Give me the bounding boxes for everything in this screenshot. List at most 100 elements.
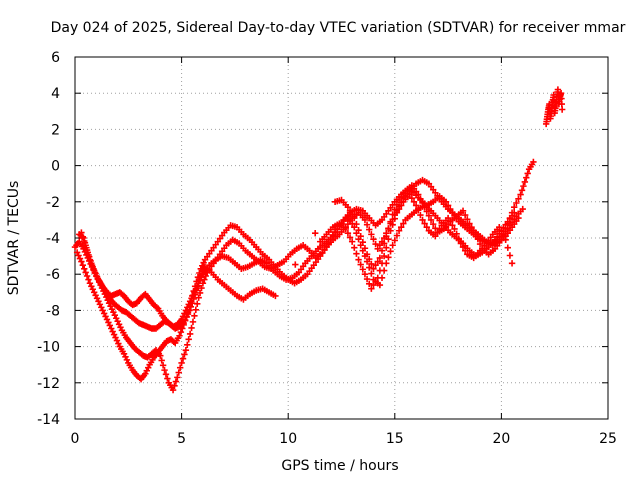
data-point — [172, 378, 180, 385]
data-point — [520, 182, 527, 190]
data-point — [162, 371, 170, 378]
data-point — [412, 202, 420, 209]
data-point — [191, 312, 198, 320]
data-point — [432, 232, 439, 240]
data-point — [502, 225, 509, 233]
data-point — [189, 318, 197, 326]
data-point — [461, 247, 469, 254]
data-point — [186, 330, 194, 338]
data-point — [82, 269, 89, 276]
data-point — [376, 254, 384, 262]
data-point — [194, 282, 202, 289]
data-point — [86, 256, 94, 263]
data-point — [370, 236, 377, 243]
x-tick-label: 10 — [279, 431, 297, 447]
data-point — [427, 216, 435, 224]
data-point — [389, 242, 396, 249]
grid — [75, 57, 608, 419]
data-point — [421, 220, 428, 227]
data-point — [368, 231, 375, 238]
data-point — [397, 202, 405, 209]
y-tick-label: -4 — [46, 231, 60, 247]
data-point — [344, 229, 352, 237]
data-point — [359, 239, 367, 246]
data-point — [470, 227, 477, 234]
data-point — [312, 229, 319, 237]
data-point — [169, 386, 177, 394]
data-point — [400, 220, 407, 227]
x-tick-label: 20 — [492, 431, 510, 447]
data-point — [370, 281, 377, 289]
data-point — [181, 351, 188, 358]
data-point — [519, 205, 526, 213]
data-point — [397, 223, 405, 231]
data-point — [502, 236, 509, 244]
data-point — [374, 258, 381, 265]
data-point — [395, 227, 403, 234]
data-point — [518, 187, 526, 194]
chart-title: Day 024 of 2025, Sidereal Day-to-day VTE… — [51, 20, 626, 36]
y-axis-label: SDTVAR / TECUs — [6, 181, 22, 296]
data-point — [366, 264, 373, 271]
data-point — [374, 274, 381, 282]
y-tick-label: -2 — [46, 195, 60, 211]
data-point — [372, 261, 379, 269]
data-point — [376, 242, 384, 249]
data-point — [83, 272, 91, 280]
data-point — [195, 294, 202, 301]
data-point — [453, 230, 460, 237]
data-point — [346, 234, 354, 241]
data-point — [174, 374, 181, 381]
data-point — [444, 214, 452, 222]
data-point — [510, 204, 518, 211]
data-point — [79, 233, 87, 240]
data-point — [558, 95, 565, 102]
data-point — [176, 332, 183, 339]
data-point — [558, 106, 566, 113]
data-point — [177, 328, 185, 336]
data-point — [363, 275, 371, 283]
data-point — [417, 195, 424, 202]
y-tick-label: 0 — [51, 159, 60, 175]
data-point — [457, 240, 465, 247]
data-point — [391, 215, 398, 222]
data-point — [325, 240, 332, 247]
x-axis-ticks: 0 5 10 15 20 25 — [71, 57, 617, 447]
data-point — [363, 251, 371, 258]
data-point — [344, 213, 352, 220]
data-point — [506, 252, 514, 259]
data-point — [78, 258, 85, 265]
data-point — [368, 285, 375, 292]
data-point — [391, 237, 398, 244]
data-point — [521, 178, 529, 186]
data-point — [506, 214, 514, 222]
data-point — [342, 225, 349, 233]
data-point — [385, 236, 392, 243]
x-tick-label: 25 — [599, 431, 617, 447]
data-point — [513, 199, 520, 207]
data-point — [455, 235, 462, 242]
data-point — [89, 263, 96, 271]
data-point — [524, 170, 531, 177]
data-point — [361, 245, 369, 252]
plot-frame — [74, 56, 609, 420]
data-point — [421, 204, 428, 211]
data-point — [557, 90, 565, 97]
data-point — [376, 267, 384, 274]
data-point — [272, 292, 279, 300]
y-axis-ticks: -14 -12 -10 -8 -6 -4 -2 0 2 4 6 — [37, 50, 608, 428]
data-point — [429, 220, 437, 228]
data-point — [410, 198, 418, 205]
data-point — [184, 341, 191, 348]
data-point — [196, 277, 203, 285]
data-point — [176, 364, 184, 371]
data-point — [363, 221, 371, 228]
data-point — [508, 209, 516, 216]
data-point — [81, 237, 88, 245]
data-point — [500, 232, 507, 239]
data-point — [193, 287, 200, 294]
data-point — [190, 295, 197, 303]
data-point — [359, 266, 367, 273]
y-tick-label: 6 — [51, 50, 60, 66]
data-point — [393, 209, 401, 216]
